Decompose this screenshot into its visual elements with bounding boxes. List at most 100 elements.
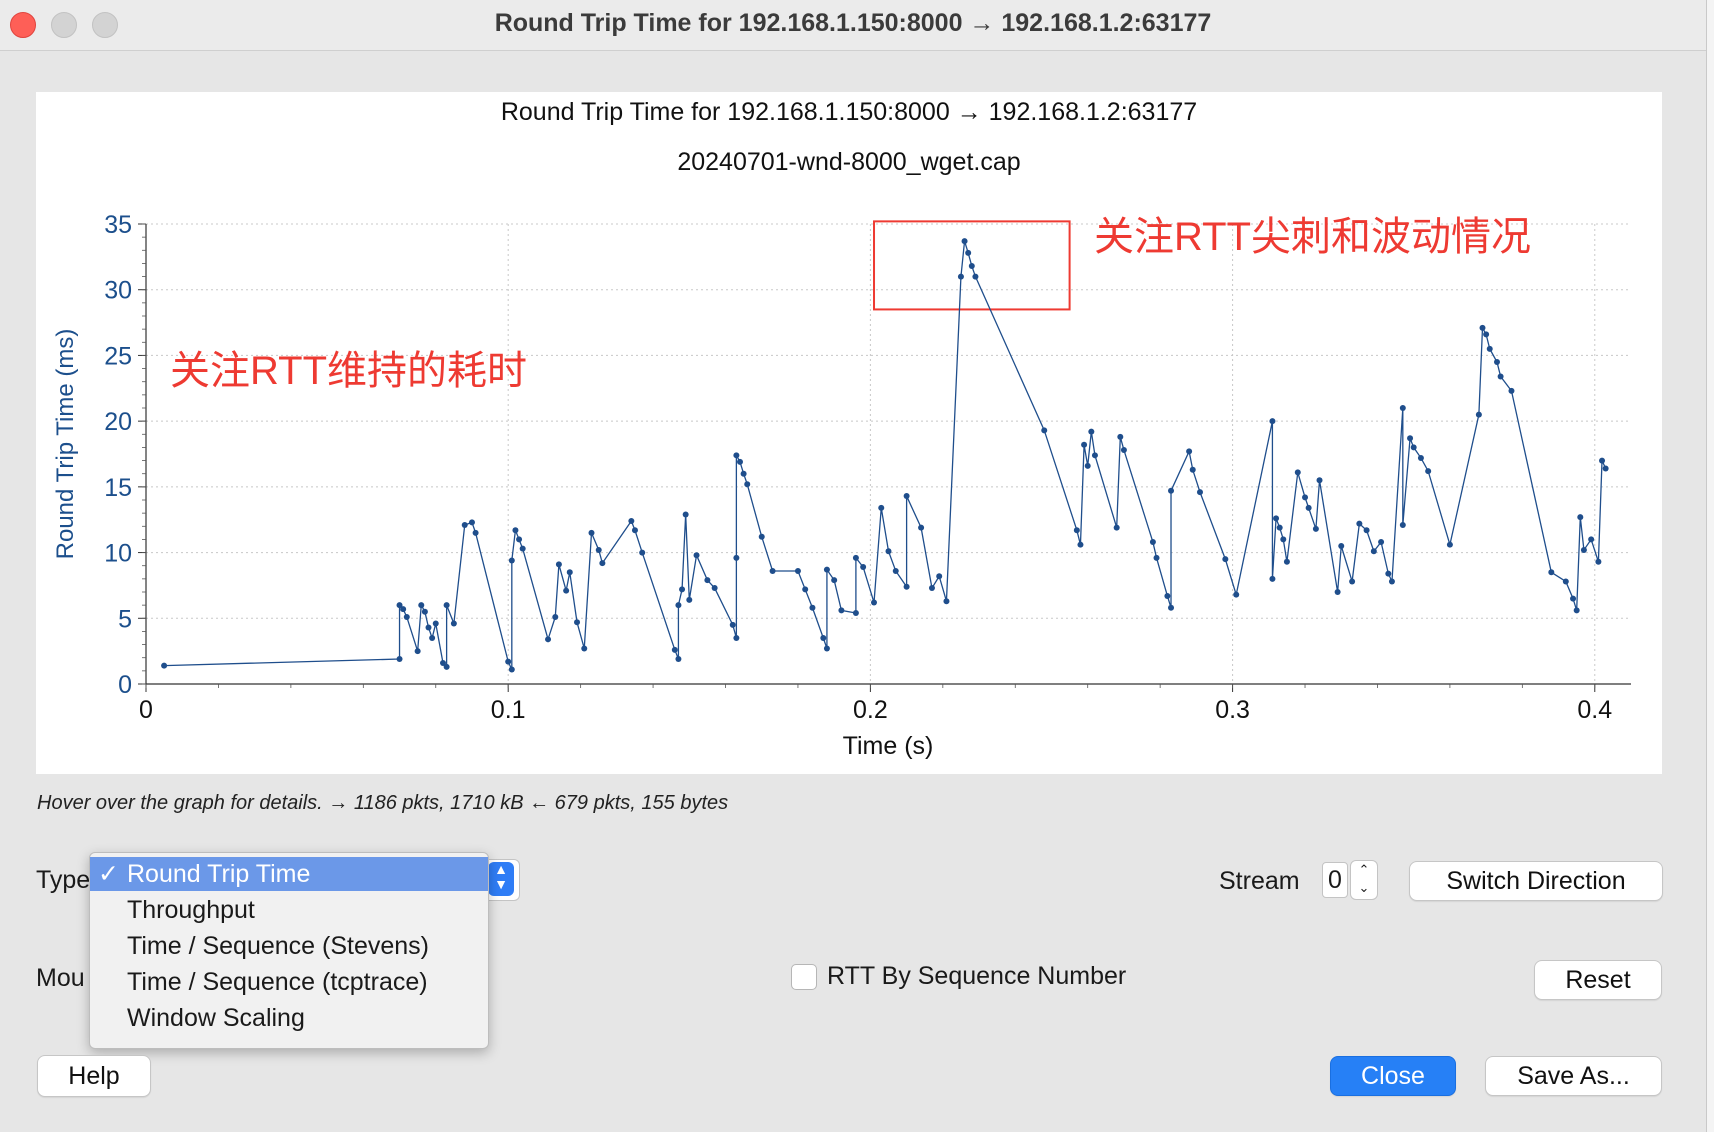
- rtt-data-point: [852, 610, 859, 617]
- rtt-data-point: [403, 613, 410, 620]
- rtt-data-point: [1077, 541, 1084, 548]
- rtt-data-point: [1363, 527, 1370, 534]
- rtt-data-point: [1334, 589, 1341, 595]
- rtt-data-point: [968, 263, 975, 270]
- reset-button[interactable]: Reset: [1534, 960, 1662, 1000]
- rtt-data-point: [744, 481, 751, 488]
- rtt-data-point: [421, 608, 428, 615]
- rtt-data-point: [1073, 527, 1080, 534]
- rtt-data-point: [1446, 541, 1453, 548]
- rtt-data-point: [468, 519, 475, 526]
- rtt-data-point: [1602, 465, 1609, 472]
- rtt-data-point: [675, 656, 682, 663]
- rtt-data-point: [957, 273, 964, 280]
- stream-stepper[interactable]: ⌃ ⌄: [1350, 860, 1378, 900]
- rtt-data-point: [519, 545, 526, 552]
- switch-direction-button[interactable]: Switch Direction: [1409, 861, 1663, 901]
- rtt-data-point: [628, 518, 635, 525]
- stream-input[interactable]: 0: [1322, 862, 1348, 898]
- rtt-data-point: [686, 596, 693, 603]
- rtt-data-point: [671, 646, 678, 653]
- type-option-round-trip-time[interactable]: ✓ Round Trip Time: [90, 857, 488, 891]
- y-tick-label: 15: [104, 474, 132, 502]
- rtt-data-point: [516, 536, 523, 543]
- rtt-data-point: [704, 577, 711, 584]
- window-edge: [1706, 0, 1714, 1132]
- save-as-button[interactable]: Save As...: [1485, 1056, 1662, 1096]
- close-button[interactable]: Close: [1330, 1056, 1456, 1096]
- rtt-data-point: [1399, 521, 1406, 528]
- rtt-data-point: [1273, 515, 1280, 522]
- close-window-icon[interactable]: [10, 12, 36, 38]
- y-tick-label: 25: [104, 342, 132, 370]
- rtt-data-point: [1356, 520, 1363, 527]
- rtt-data-point: [823, 566, 830, 573]
- rtt-data-point: [432, 620, 439, 627]
- rtt-data-point: [1269, 418, 1276, 425]
- rtt-data-point: [885, 548, 892, 555]
- x-tick-label: 0.1: [491, 696, 526, 724]
- rtt-data-point: [1479, 324, 1486, 331]
- rtt-data-point: [1222, 556, 1229, 563]
- y-tick-label: 10: [104, 540, 132, 568]
- rtt-data-point: [1149, 539, 1156, 546]
- zoom-window-icon[interactable]: [92, 12, 118, 38]
- rtt-data-point: [733, 635, 740, 641]
- rtt-data-point: [1497, 373, 1504, 380]
- graph-panel[interactable]: 0 5 10 15 20 25 30 35 0 0.1 0.2 0.3 0.4 Round Trip T…: [36, 92, 1662, 774]
- rtt-data-point: [599, 560, 606, 567]
- rtt-data-point: [711, 585, 718, 592]
- rtt-data-point: [1276, 524, 1283, 531]
- type-label: Type: [36, 866, 91, 894]
- type-dropdown-menu[interactable]: ✓ Round Trip Time Throughput Time / Sequ…: [89, 852, 489, 1049]
- rtt-data-point: [1570, 595, 1577, 602]
- stream-label: Stream: [1219, 867, 1300, 895]
- rtt-data-point: [679, 586, 686, 593]
- rtt-by-sequence-checkbox[interactable]: [791, 964, 817, 990]
- plot-subtitle: 20240701-wnd-8000_wget.cap: [677, 148, 1021, 176]
- rtt-data-point: [972, 273, 979, 280]
- type-option-window-scaling[interactable]: Window Scaling: [127, 1004, 305, 1032]
- window-title: Round Trip Time for 192.168.1.150:8000 →…: [494, 9, 1212, 37]
- rtt-data-point: [1399, 405, 1406, 411]
- x-axis-label: Time (s): [842, 732, 934, 760]
- rtt-data-point: [1508, 387, 1515, 394]
- rtt-data-point: [1041, 427, 1048, 434]
- rtt-data-point: [429, 635, 436, 641]
- rtt-data-point: [595, 546, 602, 553]
- type-option-tcptrace[interactable]: Time / Sequence (tcptrace): [127, 968, 428, 996]
- select-arrows-icon[interactable]: ▲ ▼: [488, 862, 514, 896]
- rtt-data-point: [1388, 578, 1395, 585]
- rtt-data-point: [505, 658, 512, 665]
- rtt-data-point: [1378, 539, 1385, 546]
- y-tick-label: 35: [104, 211, 132, 239]
- rtt-data-point: [545, 636, 552, 643]
- rtt-data-point: [675, 602, 682, 609]
- rtt-data-point: [820, 635, 827, 641]
- rtt-data-point: [1595, 558, 1602, 565]
- rtt-data-point: [461, 521, 468, 528]
- rtt-data-point: [1493, 359, 1500, 365]
- rtt-data-point: [566, 569, 573, 576]
- rtt-data-point: [418, 602, 425, 609]
- rtt-data-point: [740, 470, 747, 477]
- rtt-data-point: [581, 645, 588, 652]
- rtt-data-point: [1410, 444, 1417, 451]
- rtt-data-point: [1164, 592, 1171, 599]
- type-option-throughput[interactable]: Throughput: [127, 896, 255, 924]
- rtt-data-point: [1562, 578, 1569, 585]
- type-option-stevens[interactable]: Time / Sequence (Stevens): [127, 932, 429, 960]
- rtt-data-point: [860, 564, 867, 571]
- rtt-data-point: [1580, 546, 1587, 553]
- rtt-graph[interactable]: 0 5 10 15 20 25 30 35 0 0.1 0.2 0.3 0.4: [36, 92, 1662, 774]
- rtt-data-point: [1189, 466, 1196, 473]
- rtt-data-point: [443, 602, 450, 609]
- help-button[interactable]: Help: [37, 1055, 151, 1097]
- annotation-duration: 关注RTT维持的耗时: [170, 349, 528, 393]
- rtt-data-point: [943, 598, 950, 605]
- rtt-data-point: [928, 585, 935, 592]
- annotation-spike: 关注RTT尖刺和波动情况: [1094, 215, 1532, 259]
- minimize-window-icon[interactable]: [51, 12, 77, 38]
- rtt-data-point: [737, 458, 743, 465]
- rtt-data-point: [1280, 536, 1287, 543]
